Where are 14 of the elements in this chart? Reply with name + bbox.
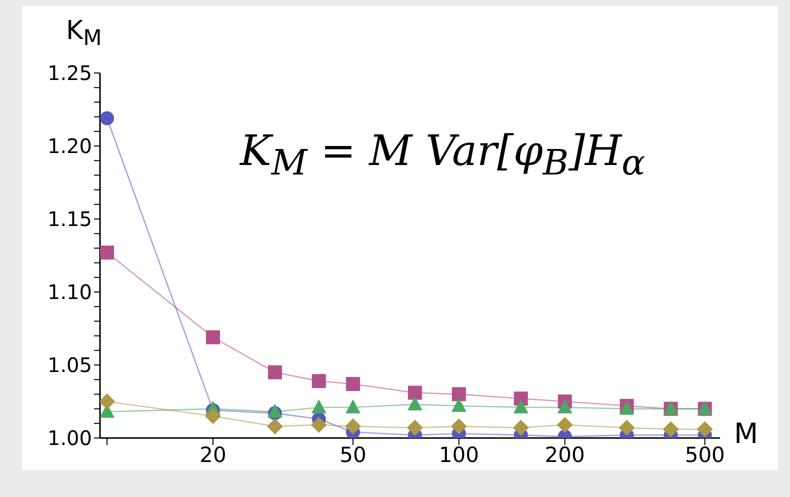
x-tick-label: 50 bbox=[340, 442, 366, 467]
y-axis-title: K$_{M}$ bbox=[66, 16, 102, 52]
x-tick-label: 100 bbox=[438, 442, 479, 467]
x-axis-title: M bbox=[734, 417, 758, 450]
x-tick-label: 200 bbox=[544, 442, 585, 467]
y-tick-label: 1.20 bbox=[47, 134, 92, 158]
x-tick-label: 500 bbox=[684, 442, 725, 467]
y-tick-label: 1.25 bbox=[47, 61, 92, 86]
y-tick-label: 1.00 bbox=[47, 426, 92, 450]
annotation: K$_{M}$ = M Var[φ$_{B}$]H$_{α}$ bbox=[240, 126, 646, 184]
x-tick-label: 20 bbox=[200, 442, 226, 467]
y-tick-label: 1.05 bbox=[47, 353, 92, 378]
y-tick-label: 1.15 bbox=[47, 207, 92, 232]
y-tick-label: 1.10 bbox=[47, 280, 92, 304]
